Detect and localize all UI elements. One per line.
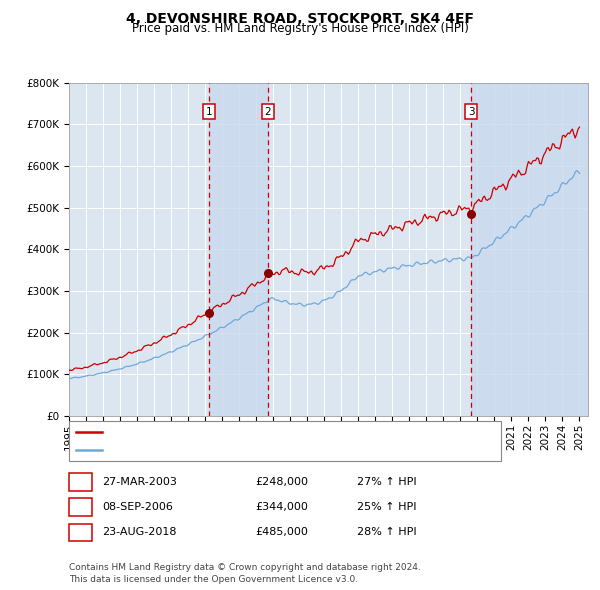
Text: 28% ↑ HPI: 28% ↑ HPI (357, 527, 416, 537)
Text: 1: 1 (77, 477, 84, 487)
Text: Price paid vs. HM Land Registry's House Price Index (HPI): Price paid vs. HM Land Registry's House … (131, 22, 469, 35)
Text: 08-SEP-2006: 08-SEP-2006 (102, 502, 173, 512)
Text: Contains HM Land Registry data © Crown copyright and database right 2024.
This d: Contains HM Land Registry data © Crown c… (69, 563, 421, 584)
Text: 2: 2 (77, 502, 84, 512)
Text: 27% ↑ HPI: 27% ↑ HPI (357, 477, 416, 487)
Text: 1: 1 (205, 107, 212, 117)
Text: £344,000: £344,000 (255, 502, 308, 512)
Text: HPI: Average price, detached house, Stockport: HPI: Average price, detached house, Stoc… (107, 445, 367, 455)
Text: 2: 2 (265, 107, 271, 117)
Text: 23-AUG-2018: 23-AUG-2018 (102, 527, 176, 537)
Text: 3: 3 (77, 527, 84, 537)
Bar (209, 83, 268, 416)
Text: 25% ↑ HPI: 25% ↑ HPI (357, 502, 416, 512)
Text: 27-MAR-2003: 27-MAR-2003 (102, 477, 177, 487)
Text: 3: 3 (468, 107, 475, 117)
Bar (471, 83, 588, 416)
Text: 4, DEVONSHIRE ROAD, STOCKPORT, SK4 4EF: 4, DEVONSHIRE ROAD, STOCKPORT, SK4 4EF (126, 12, 474, 26)
Text: 4, DEVONSHIRE ROAD, STOCKPORT, SK4 4EF (detached house): 4, DEVONSHIRE ROAD, STOCKPORT, SK4 4EF (… (107, 428, 458, 438)
Text: £248,000: £248,000 (255, 477, 308, 487)
Text: £485,000: £485,000 (255, 527, 308, 537)
